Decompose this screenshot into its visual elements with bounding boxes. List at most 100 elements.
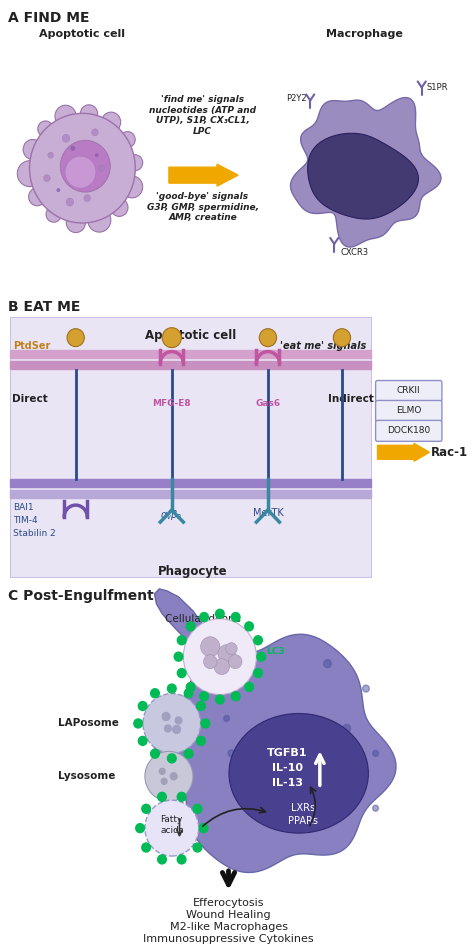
Circle shape — [174, 652, 183, 661]
Circle shape — [254, 635, 263, 645]
Circle shape — [333, 329, 351, 347]
Text: LAPosome: LAPosome — [58, 719, 119, 728]
Text: Cellular debris: Cellular debris — [164, 614, 240, 624]
Circle shape — [88, 208, 111, 232]
Circle shape — [254, 669, 263, 677]
Circle shape — [55, 105, 76, 127]
FancyArrow shape — [377, 443, 429, 461]
Circle shape — [56, 188, 60, 192]
Circle shape — [228, 654, 242, 669]
Circle shape — [200, 613, 209, 621]
Circle shape — [170, 773, 177, 779]
Circle shape — [177, 855, 186, 864]
Circle shape — [226, 643, 237, 654]
Circle shape — [193, 804, 202, 813]
Circle shape — [197, 737, 205, 745]
Circle shape — [231, 613, 240, 621]
Circle shape — [343, 724, 351, 732]
Bar — [10, 491, 371, 498]
Circle shape — [203, 654, 217, 669]
FancyBboxPatch shape — [375, 420, 442, 441]
Circle shape — [197, 702, 205, 710]
Circle shape — [162, 712, 170, 721]
Text: $\alpha_v\beta_3$: $\alpha_v\beta_3$ — [160, 509, 183, 522]
Circle shape — [65, 156, 96, 188]
Text: PPARs: PPARs — [289, 816, 319, 826]
Circle shape — [62, 134, 70, 142]
Text: Macrophage: Macrophage — [326, 28, 402, 39]
Circle shape — [201, 719, 210, 728]
Circle shape — [315, 795, 321, 802]
Circle shape — [67, 329, 84, 347]
Bar — [10, 349, 371, 358]
Circle shape — [224, 716, 229, 722]
Polygon shape — [155, 589, 210, 664]
Text: LC3: LC3 — [266, 647, 284, 656]
Circle shape — [237, 795, 245, 802]
Circle shape — [142, 843, 150, 852]
Circle shape — [128, 154, 143, 170]
Bar — [10, 316, 371, 577]
Circle shape — [120, 132, 135, 148]
Text: Apoptotic cell: Apoptotic cell — [39, 28, 126, 39]
FancyBboxPatch shape — [375, 401, 442, 421]
Circle shape — [286, 820, 292, 826]
Text: MFG-E8: MFG-E8 — [153, 400, 191, 408]
Circle shape — [184, 749, 193, 759]
Circle shape — [231, 692, 240, 701]
Polygon shape — [153, 634, 396, 872]
Circle shape — [80, 105, 98, 123]
Circle shape — [138, 737, 147, 745]
Circle shape — [60, 140, 110, 192]
Circle shape — [257, 652, 265, 661]
Circle shape — [175, 717, 182, 724]
Circle shape — [177, 793, 186, 801]
Circle shape — [199, 824, 208, 832]
Circle shape — [158, 855, 166, 864]
Circle shape — [162, 328, 182, 348]
Circle shape — [201, 636, 220, 656]
Bar — [10, 361, 371, 368]
Circle shape — [214, 659, 229, 674]
Circle shape — [186, 622, 195, 631]
Text: DOCK180: DOCK180 — [387, 426, 430, 436]
FancyArrow shape — [169, 164, 238, 187]
Text: ELMO: ELMO — [396, 406, 421, 416]
Circle shape — [91, 129, 98, 135]
FancyBboxPatch shape — [375, 381, 442, 402]
Circle shape — [184, 688, 193, 698]
Circle shape — [17, 161, 42, 187]
Circle shape — [142, 804, 150, 813]
Text: Apoptotic cell: Apoptotic cell — [145, 329, 236, 342]
Circle shape — [121, 176, 143, 198]
Circle shape — [200, 692, 209, 701]
Circle shape — [373, 805, 378, 812]
Circle shape — [99, 165, 104, 171]
Circle shape — [164, 725, 171, 732]
Circle shape — [259, 329, 276, 347]
Text: P2Y2: P2Y2 — [286, 95, 306, 103]
Text: Phagocyte: Phagocyte — [158, 565, 228, 578]
Circle shape — [110, 199, 128, 217]
Text: TIM-4: TIM-4 — [13, 516, 38, 525]
Bar — [10, 479, 371, 487]
Circle shape — [173, 725, 181, 733]
Ellipse shape — [229, 713, 368, 833]
Circle shape — [193, 843, 202, 852]
Circle shape — [228, 750, 235, 757]
Text: BAI1: BAI1 — [13, 503, 34, 512]
Circle shape — [216, 695, 224, 704]
Circle shape — [70, 146, 75, 151]
Text: LXRs: LXRs — [292, 803, 316, 813]
Text: Wound Healing: Wound Healing — [186, 910, 271, 920]
Text: TGFB1: TGFB1 — [267, 748, 308, 759]
Text: PtdSer: PtdSer — [13, 341, 51, 350]
Text: IL-10: IL-10 — [272, 763, 303, 774]
Circle shape — [177, 635, 186, 645]
Text: IL-13: IL-13 — [272, 778, 303, 788]
Circle shape — [245, 683, 254, 691]
Text: S1PR: S1PR — [427, 83, 448, 93]
Circle shape — [145, 751, 193, 801]
Circle shape — [143, 693, 201, 754]
Circle shape — [23, 139, 42, 159]
